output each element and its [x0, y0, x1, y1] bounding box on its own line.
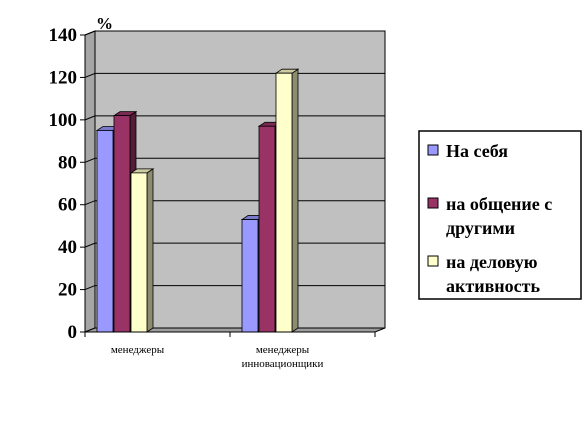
y-tick-label: 60 — [58, 195, 77, 216]
y-tick-label: 80 — [58, 152, 77, 173]
legend-swatch — [427, 144, 439, 156]
y-tick-label: 120 — [49, 67, 78, 88]
bar-side — [291, 68, 299, 333]
bar-front — [96, 130, 114, 333]
x-category-label: менеджеры — [256, 344, 310, 356]
bar-front — [275, 72, 293, 333]
legend-swatch — [427, 255, 439, 267]
y-tick-label: 0 — [68, 322, 78, 343]
legend: На себя на общение с другими на деловую акти… — [418, 130, 582, 300]
bars — [95, 68, 300, 333]
legend-label: На себя — [446, 141, 508, 161]
x-category-label: менеджеры — [111, 344, 165, 356]
bar-front — [113, 115, 131, 333]
x-axis: менеджеры менеджеры инновационщики — [84, 331, 376, 370]
y-tick-label: 40 — [58, 237, 77, 258]
bar — [274, 68, 300, 333]
side-wall — [84, 30, 96, 333]
legend-label: на общение с — [446, 194, 552, 214]
legend-swatch — [427, 197, 439, 209]
legend-label: на деловую — [446, 252, 538, 272]
y-tick-label: 100 — [49, 110, 78, 131]
legend-box — [418, 130, 582, 300]
bar-side — [146, 168, 154, 333]
y-axis: 0 20 40 60 80 100 120 140 — [49, 25, 86, 343]
y-unit-label: % — [96, 14, 113, 33]
bar-front — [258, 125, 276, 333]
bar — [129, 168, 155, 333]
legend-label: другими — [446, 218, 515, 238]
bar-front — [130, 172, 148, 333]
x-category-label: инновационщики — [242, 358, 324, 370]
legend-label: активность — [446, 276, 541, 296]
gridline — [84, 30, 385, 36]
y-tick-label: 20 — [58, 280, 77, 301]
bar-front — [241, 219, 259, 333]
y-tick-label: 140 — [49, 25, 78, 46]
